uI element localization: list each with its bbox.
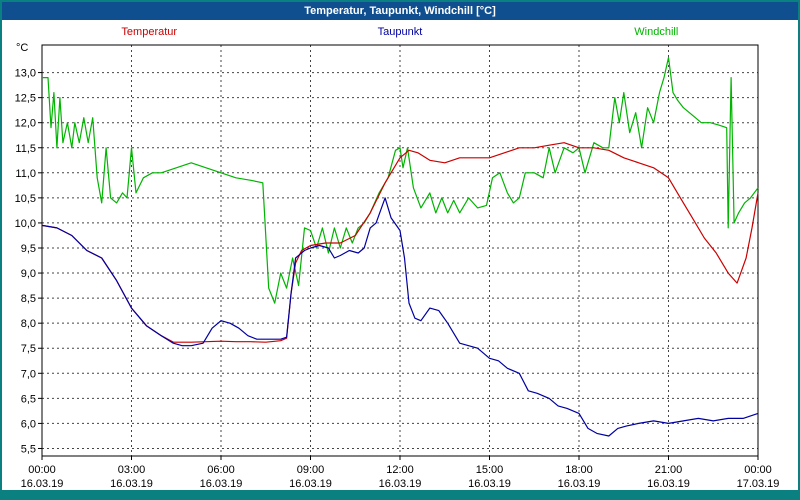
chart-legend: Temperatur Taupunkt Windchill	[2, 26, 798, 40]
chart-canvas: °C 13,0 12,5 12,0 11,5 11,0 10,5 10,0 9,5 9,0 8,5 8…	[15, 42, 780, 490]
y-tick-label: 6,0	[21, 418, 36, 430]
x-tick-time: 00:00	[28, 464, 56, 476]
y-tick-label: 7,0	[21, 368, 36, 380]
x-tick-date: 16.03.19	[379, 478, 422, 490]
y-tick-label: 8,0	[21, 318, 36, 330]
legend-taupunkt: Taupunkt	[377, 26, 423, 38]
y-tick-label: 9,0	[21, 268, 36, 280]
window-title: Temperatur, Taupunkt, Windchill [°C]	[304, 5, 496, 17]
y-tick-label: 12,5	[15, 93, 36, 105]
y-tick-label: 9,5	[21, 243, 36, 255]
y-tick-label: 13,0	[15, 68, 36, 80]
y-tick-label: 12,0	[15, 118, 36, 130]
x-tick-time: 09:00	[297, 464, 325, 476]
y-tick-label: 10,0	[15, 218, 36, 230]
bottom-bar	[2, 490, 798, 498]
y-tick-label: 6,5	[21, 393, 36, 405]
x-tick-date: 16.03.19	[110, 478, 153, 490]
x-tick-time: 06:00	[207, 464, 235, 476]
legend-windchill: Windchill	[634, 26, 679, 38]
plot-frame	[41, 44, 759, 457]
series-line-windchill	[42, 56, 759, 304]
x-tick-date: 17.03.19	[737, 478, 780, 490]
x-tick-time: 15:00	[476, 464, 504, 476]
x-tick-date: 16.03.19	[647, 478, 690, 490]
x-tick-date: 16.03.19	[468, 478, 511, 490]
x-tick-date: 16.03.19	[200, 478, 243, 490]
legend-temperatur: Temperatur	[121, 26, 178, 38]
x-tick-time: 00:00	[744, 464, 772, 476]
y-tick-label: 10,5	[15, 193, 36, 205]
x-tick-date: 16.03.19	[289, 478, 332, 490]
x-tick-time: 18:00	[565, 464, 593, 476]
x-tick-time: 12:00	[386, 464, 414, 476]
x-tick-date: 16.03.19	[21, 478, 64, 490]
y-tick-label: 11,0	[15, 168, 36, 180]
x-tick-date: 16.03.19	[558, 478, 601, 490]
series-line-taupunkt	[41, 197, 759, 437]
x-tick-time: 03:00	[118, 464, 146, 476]
y-tick-label: 11,5	[15, 143, 36, 155]
title-bar: Temperatur, Taupunkt, Windchill [°C]	[2, 2, 798, 20]
x-tick-time: 21:00	[655, 464, 683, 476]
y-tick-label: 8,5	[21, 293, 36, 305]
y-tick-label: 5,5	[21, 443, 36, 455]
y-axis-unit: °C	[16, 42, 28, 54]
series-line-temperatur	[41, 142, 759, 343]
y-tick-label: 7,5	[21, 343, 36, 355]
